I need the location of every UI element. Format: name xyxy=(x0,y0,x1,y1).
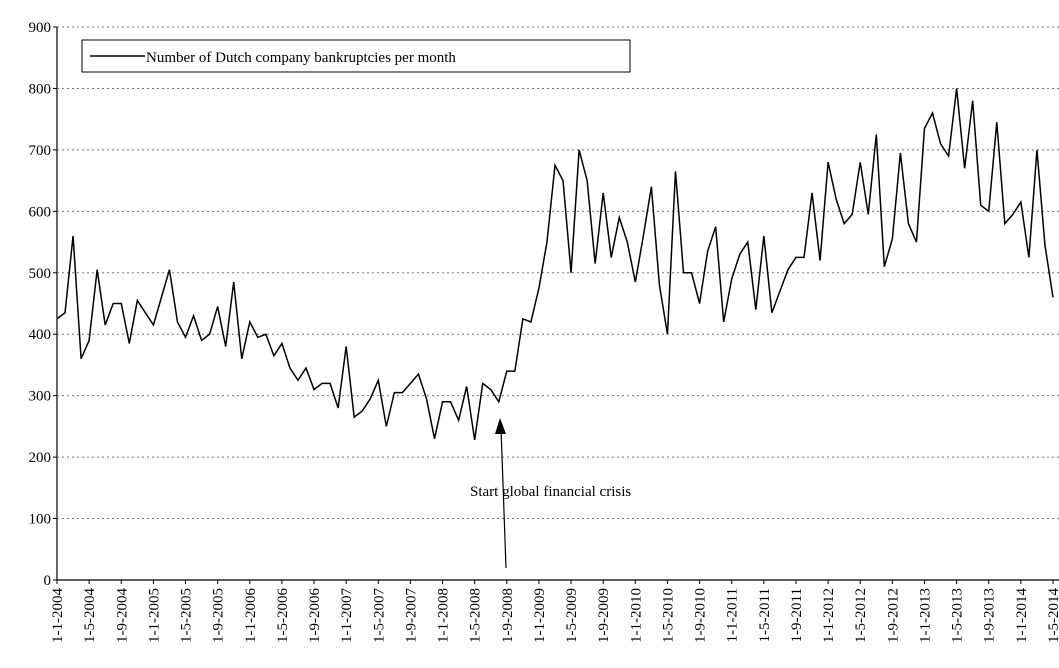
x-tick-label: 1-9-2007 xyxy=(403,588,419,643)
x-tick-label: 1-5-2004 xyxy=(82,588,98,643)
legend-label: Number of Dutch company bankruptcies per… xyxy=(146,50,456,66)
x-tick-label: 1-9-2009 xyxy=(596,588,612,643)
annotation-arrow xyxy=(500,427,507,569)
x-tick-label: 1-9-2013 xyxy=(982,588,998,643)
x-tick-label: 1-1-2008 xyxy=(436,588,452,643)
x-tick-label: 1-1-2005 xyxy=(146,588,162,643)
data-line xyxy=(56,88,1054,441)
x-tick-label: 1-1-2006 xyxy=(243,588,259,643)
x-tick-label: 1-5-2005 xyxy=(179,588,195,643)
x-tick-label: 1-5-2011 xyxy=(757,588,773,642)
y-tick-label: 100 xyxy=(29,512,52,528)
legend-box xyxy=(81,39,631,73)
y-tick-label: 200 xyxy=(29,450,52,466)
x-tick-label: 1-9-2005 xyxy=(211,588,227,643)
x-tick-label: 1-9-2011 xyxy=(789,588,805,642)
x-tick-label: 1-1-2011 xyxy=(725,588,741,642)
y-tick-label: 400 xyxy=(29,327,52,343)
y-tick-label: 500 xyxy=(29,266,52,282)
y-tick-label: 600 xyxy=(29,204,52,220)
y-tick-label: 800 xyxy=(29,81,52,97)
x-tick-label: 1-5-2014 xyxy=(1046,588,1059,643)
x-tick-label: 1-5-2013 xyxy=(950,588,966,643)
y-tick-label: 300 xyxy=(29,389,52,405)
x-tick-label: 1-9-2012 xyxy=(885,588,901,643)
x-tick-label: 1-5-2006 xyxy=(275,588,291,643)
x-tick-label: 1-5-2012 xyxy=(853,588,869,643)
x-tick-label: 1-9-2010 xyxy=(693,588,709,643)
annotation: Start global financial crisis xyxy=(470,484,631,500)
x-tick-label: 1-1-2012 xyxy=(821,588,837,643)
x-tick-label: 1-1-2014 xyxy=(1014,588,1030,643)
x-tick-label: 1-1-2004 xyxy=(50,588,66,643)
x-tick-label: 1-9-2006 xyxy=(307,588,323,643)
x-tick-label: 1-1-2009 xyxy=(532,588,548,643)
y-tick-label: 700 xyxy=(29,143,52,159)
x-tick-label: 1-9-2004 xyxy=(114,588,130,643)
x-tick-label: 1-5-2008 xyxy=(468,588,484,643)
x-tick-label: 1-1-2013 xyxy=(917,588,933,643)
y-tick-label: 900 xyxy=(29,20,52,36)
x-tick-label: 1-5-2010 xyxy=(660,588,676,643)
x-tick-label: 1-5-2009 xyxy=(564,588,580,643)
x-tick-label: 1-9-2008 xyxy=(500,588,516,643)
x-tick-label: 1-1-2007 xyxy=(339,588,355,643)
x-tick-label: 1-1-2010 xyxy=(628,588,644,643)
x-tick-label: 1-5-2007 xyxy=(371,588,387,643)
annotation-arrowhead xyxy=(495,418,506,434)
y-tick-label: 0 xyxy=(44,573,52,589)
